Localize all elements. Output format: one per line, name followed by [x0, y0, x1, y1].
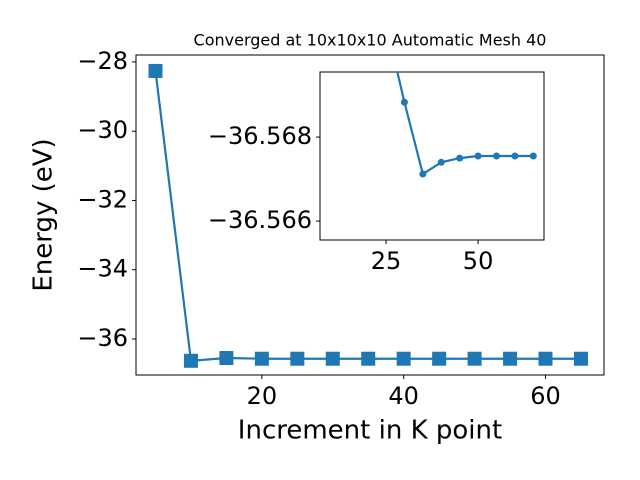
marker: [432, 351, 447, 366]
marker: [511, 152, 519, 160]
x-tick-label: 40: [388, 382, 419, 410]
x-tick-label: 25: [371, 247, 402, 275]
marker: [325, 351, 340, 366]
marker: [503, 351, 518, 366]
marker: [529, 152, 537, 160]
y-tick-label: −28: [77, 47, 128, 75]
x-tick-label: 20: [247, 382, 278, 410]
y-tick-label: −36.568: [208, 122, 312, 150]
marker: [183, 353, 198, 368]
marker: [538, 351, 553, 366]
marker: [419, 170, 427, 178]
y-tick-label: −36: [77, 324, 128, 352]
marker: [467, 351, 482, 366]
x-tick-label: 60: [530, 382, 561, 410]
marker: [474, 152, 482, 160]
x-axis-label: Increment in K point: [238, 416, 502, 446]
marker: [573, 351, 588, 366]
marker: [492, 152, 500, 160]
y-tick-label: −30: [77, 116, 128, 144]
marker: [437, 158, 445, 166]
y-tick-label: −34: [77, 255, 128, 283]
marker: [361, 351, 376, 366]
chart-title: Converged at 10x10x10 Automatic Mesh 40: [194, 31, 547, 50]
marker: [219, 351, 234, 366]
marker: [400, 98, 408, 106]
marker: [396, 351, 411, 366]
y-tick-label: −32: [77, 185, 128, 213]
y-tick-label: −36.566: [208, 206, 312, 234]
marker: [148, 63, 163, 78]
marker: [290, 351, 305, 366]
marker: [456, 154, 464, 162]
y-axis-label: Energy (eV): [29, 138, 59, 291]
x-tick-label: 50: [463, 247, 494, 275]
marker: [254, 351, 269, 366]
